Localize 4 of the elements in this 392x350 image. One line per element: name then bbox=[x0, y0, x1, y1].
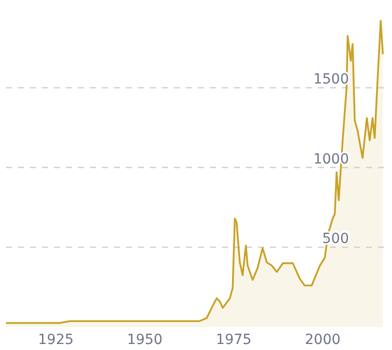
x-tick-label: 1950 bbox=[126, 332, 163, 348]
x-tick-label: 2000 bbox=[304, 332, 341, 348]
x-tick-label: 1975 bbox=[216, 332, 252, 348]
x-tick-label: 1925 bbox=[38, 332, 74, 348]
